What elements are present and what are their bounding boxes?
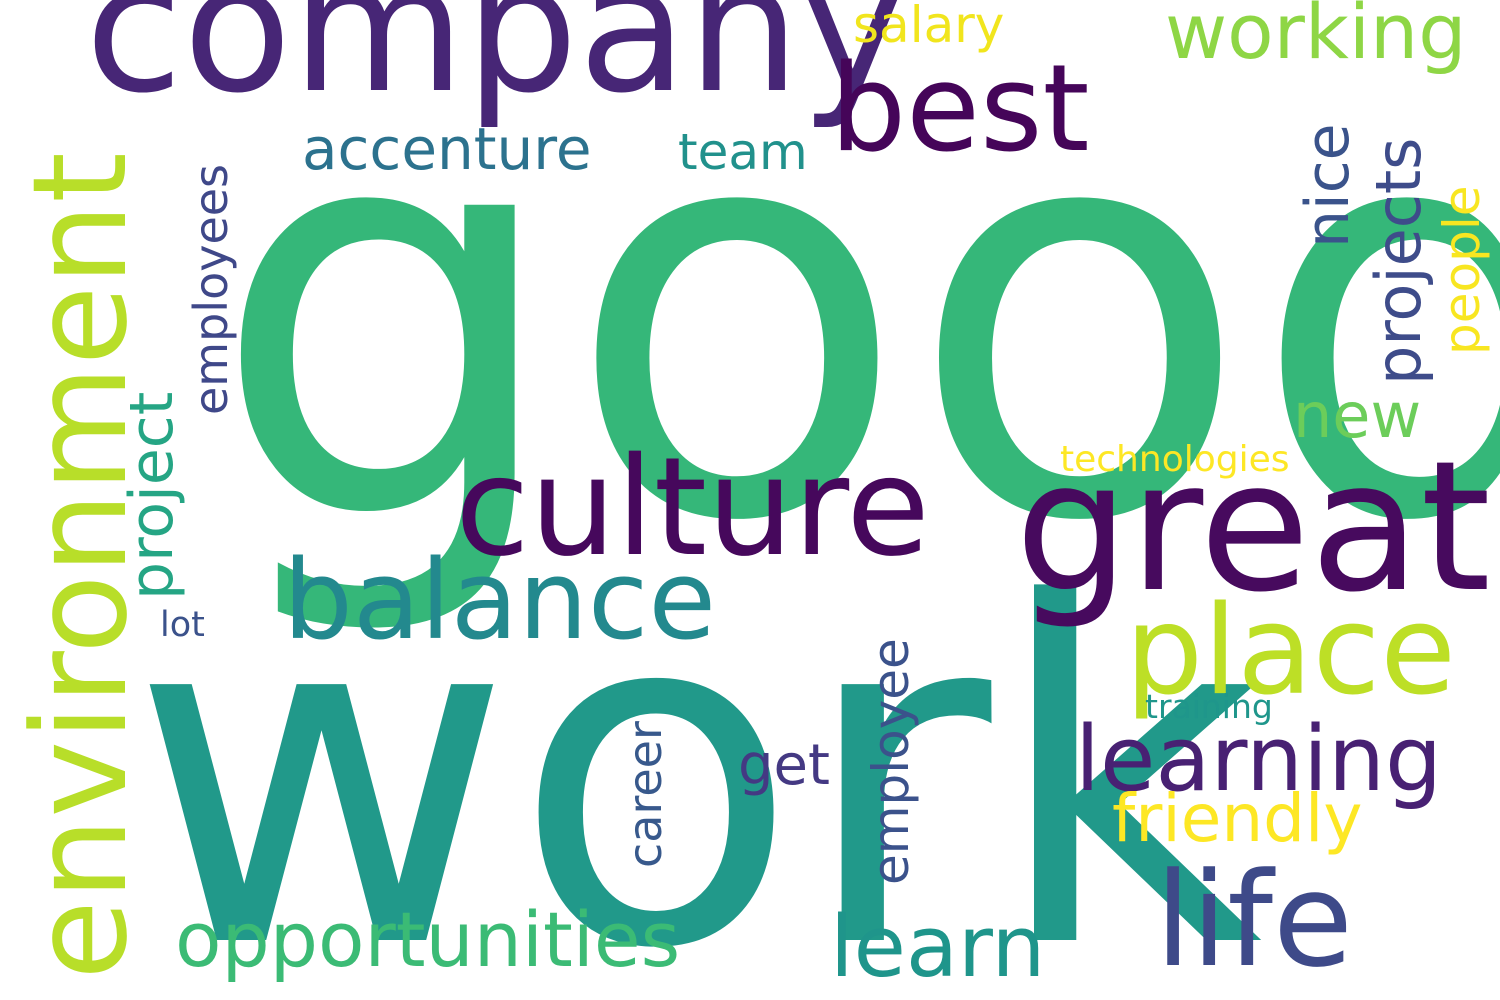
word-nice: nice bbox=[1293, 123, 1363, 248]
word-team: team bbox=[678, 123, 808, 181]
word-project: project bbox=[117, 391, 187, 600]
word-projects: projects bbox=[1362, 137, 1435, 386]
word-career: career bbox=[618, 721, 672, 868]
word-employees: employees bbox=[184, 163, 238, 415]
word-friendly: friendly bbox=[1112, 780, 1363, 857]
word-accenture: accenture bbox=[302, 115, 592, 183]
word-training: training bbox=[1145, 687, 1273, 726]
word-salary: salary bbox=[853, 0, 1005, 54]
word-lot: lot bbox=[160, 605, 205, 645]
word-technologies: technologies bbox=[1060, 439, 1290, 480]
word-good: good bbox=[210, 0, 1500, 644]
word-company: company bbox=[85, 0, 906, 132]
word-opportunities: opportunities bbox=[175, 895, 681, 984]
word-culture: culture bbox=[455, 429, 930, 587]
word-new: new bbox=[1293, 379, 1422, 452]
word-work: work bbox=[130, 507, 1263, 1000]
word-working: working bbox=[1165, 0, 1467, 76]
word-people: people bbox=[1433, 185, 1491, 355]
word-great: great bbox=[1015, 423, 1491, 632]
word-place: place bbox=[1125, 580, 1456, 723]
word-get: get bbox=[738, 733, 830, 798]
word-best: best bbox=[830, 40, 1090, 179]
word-learning: learning bbox=[1075, 707, 1443, 812]
word-life: life bbox=[1155, 844, 1353, 996]
word-learn: learn bbox=[830, 898, 1046, 997]
word-balance: balance bbox=[283, 536, 717, 664]
word-employee: employee bbox=[862, 638, 920, 885]
